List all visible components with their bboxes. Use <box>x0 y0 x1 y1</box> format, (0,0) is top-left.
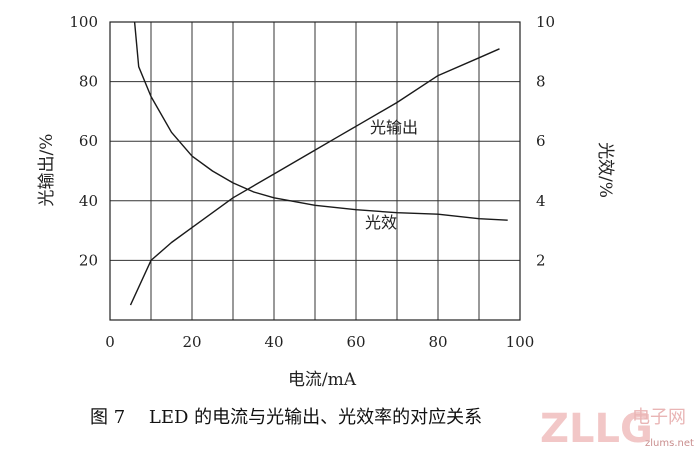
x-tick-label: 40 <box>264 333 283 351</box>
y-left-tick-label: 40 <box>79 192 98 210</box>
series-label-light-efficacy: 光效 <box>365 213 397 232</box>
y-right-tick-label: 8 <box>536 73 546 91</box>
x-axis-label: 电流/mA <box>288 370 357 390</box>
tick-labels: 0 20 40 60 80 100 20 40 60 80 100 2 4 6 8 10 <box>69 13 555 351</box>
y-left-tick-label: 80 <box>79 73 98 91</box>
x-tick-label: 20 <box>182 333 201 351</box>
series-label-light-output: 光输出 <box>370 118 418 137</box>
watermark-brand: ZLLG <box>540 406 653 452</box>
series-line-light-output <box>129 48 500 306</box>
x-tick-label: 80 <box>428 333 447 351</box>
y-left-tick-label: 20 <box>79 251 98 269</box>
y-right-tick-label: 6 <box>536 132 546 150</box>
plot-frame <box>109 21 521 321</box>
y-axis-left-label: 光输出/% <box>37 134 57 207</box>
figure-caption: 图 7 LED 的电流与光输出、光效率的对应关系 <box>90 407 482 428</box>
x-tick-label: 100 <box>506 333 535 351</box>
y-right-tick-label: 2 <box>536 251 546 269</box>
series-line-light-efficacy <box>133 21 508 221</box>
y-right-tick-label: 10 <box>536 13 555 31</box>
x-tick-label: 0 <box>105 333 115 351</box>
watermark: ZLLG 电子网 zlums.net <box>540 406 694 452</box>
y-right-tick-label: 4 <box>536 192 546 210</box>
y-left-tick-label: 60 <box>79 132 98 150</box>
watermark-site: 电子网 <box>632 407 686 428</box>
x-tick-label: 60 <box>346 333 365 351</box>
y-left-tick-label: 100 <box>69 13 98 31</box>
y-axis-right-label: 光效/% <box>595 142 615 198</box>
series-layer <box>129 21 508 306</box>
watermark-domain: zlums.net <box>645 438 694 449</box>
